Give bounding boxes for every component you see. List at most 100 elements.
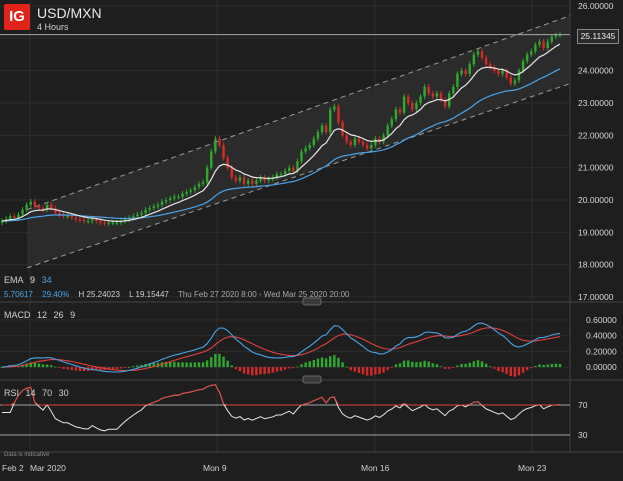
ema-slow-line	[1, 68, 561, 222]
candle	[164, 200, 168, 202]
macd-histogram-bar	[189, 362, 192, 368]
instrument-symbol[interactable]: USD/MXN	[37, 5, 102, 21]
candle	[439, 93, 443, 100]
candle	[214, 138, 217, 152]
rsi-param-3: 30	[58, 388, 69, 398]
macd-histogram-bar	[201, 362, 205, 368]
macd-histogram-bar	[45, 364, 49, 368]
candle	[148, 208, 151, 210]
candle	[329, 109, 332, 133]
candle	[431, 93, 435, 97]
candle	[320, 125, 324, 133]
candle	[54, 208, 57, 213]
macd-histogram-bar	[70, 367, 73, 371]
rsi-legend[interactable]: RSI 14 70 30	[4, 388, 73, 398]
candle	[390, 119, 394, 126]
macd-histogram-bar	[222, 356, 225, 368]
macd-histogram-bar	[300, 364, 303, 368]
macd-histogram-bar	[54, 366, 57, 368]
candle	[365, 145, 369, 149]
macd-histogram-bar	[25, 363, 28, 368]
macd-histogram-bar	[123, 367, 127, 368]
pane-resize-handle[interactable]	[302, 375, 322, 384]
y-tick-label: 23.00000	[578, 98, 614, 108]
macd-histogram-bar	[246, 367, 250, 375]
ema-period-slow: 34	[41, 275, 52, 285]
candle	[74, 217, 78, 220]
candle	[287, 167, 291, 171]
candle	[521, 60, 525, 71]
candle	[427, 86, 430, 94]
candle	[132, 216, 135, 218]
macd-histogram-bar	[287, 367, 291, 369]
pane-resize-handle[interactable]	[302, 297, 322, 306]
macd-histogram-bar	[394, 364, 398, 368]
macd-histogram-bar	[316, 358, 320, 368]
macd-histogram-bar	[558, 363, 562, 368]
macd-histogram-bar	[333, 355, 336, 368]
rsi-line	[2, 384, 561, 432]
candle	[177, 196, 180, 198]
candle	[456, 73, 459, 87]
candle	[193, 187, 197, 191]
candle	[304, 148, 307, 152]
macd-label: MACD	[4, 310, 31, 320]
ema-fast-line	[1, 43, 561, 223]
macd-histogram-bar	[283, 367, 287, 370]
candle	[4, 218, 8, 222]
macd-histogram-bar	[33, 362, 37, 368]
candle	[78, 219, 82, 221]
macd-histogram-bar	[205, 360, 209, 368]
macd-histogram-bar	[406, 360, 410, 368]
macd-legend[interactable]: MACD 12 26 9	[4, 310, 79, 320]
macd-histogram-bar	[484, 363, 488, 368]
ema-value-1: 5.70617	[4, 290, 33, 299]
macd-histogram-bar	[107, 367, 110, 370]
candle	[493, 67, 496, 71]
macd-histogram-bar	[156, 362, 160, 368]
candle	[546, 41, 549, 49]
candle	[8, 216, 12, 219]
ema-label: EMA	[4, 275, 24, 285]
macd-histogram-bar	[501, 367, 504, 373]
macd-histogram-bar	[497, 367, 500, 372]
x-tick-label: Feb 2	[2, 463, 24, 473]
macd-histogram-bar	[530, 367, 533, 369]
candle	[468, 64, 471, 74]
rsi-param-1: 14	[25, 388, 36, 398]
candle	[210, 151, 213, 168]
macd-histogram-bar	[115, 367, 119, 370]
candle	[58, 212, 61, 215]
candle	[263, 177, 266, 181]
x-tick-label: Mon 16	[361, 463, 390, 473]
y-tick-label: 70	[578, 400, 588, 410]
rsi-label: RSI	[4, 388, 20, 398]
high-value: H 25.24023	[78, 290, 120, 299]
timeframe-label[interactable]: 4 Hours	[37, 22, 69, 32]
candle	[185, 191, 188, 194]
ema-legend[interactable]: EMA 9 34	[4, 275, 56, 285]
y-tick-label: 0.00000	[586, 362, 617, 372]
candle	[378, 138, 381, 142]
candle	[443, 99, 447, 107]
macd-histogram-bar	[255, 367, 258, 376]
macd-histogram-bar	[238, 367, 242, 372]
candle	[341, 122, 344, 136]
macd-histogram-bar	[127, 366, 131, 368]
candle	[513, 80, 517, 84]
macd-histogram-bar	[382, 367, 385, 373]
macd-histogram-bar	[62, 367, 65, 369]
macd-histogram-bar	[185, 362, 188, 368]
candle	[505, 70, 508, 78]
candle	[160, 201, 164, 205]
macd-histogram-bar	[66, 367, 69, 370]
candle	[406, 96, 410, 103]
candle	[554, 35, 558, 37]
macd-histogram-bar	[402, 360, 406, 368]
candle	[103, 222, 106, 224]
candle	[411, 103, 414, 110]
macd-histogram-bar	[292, 367, 295, 369]
candle	[542, 41, 545, 49]
candle	[95, 219, 98, 222]
